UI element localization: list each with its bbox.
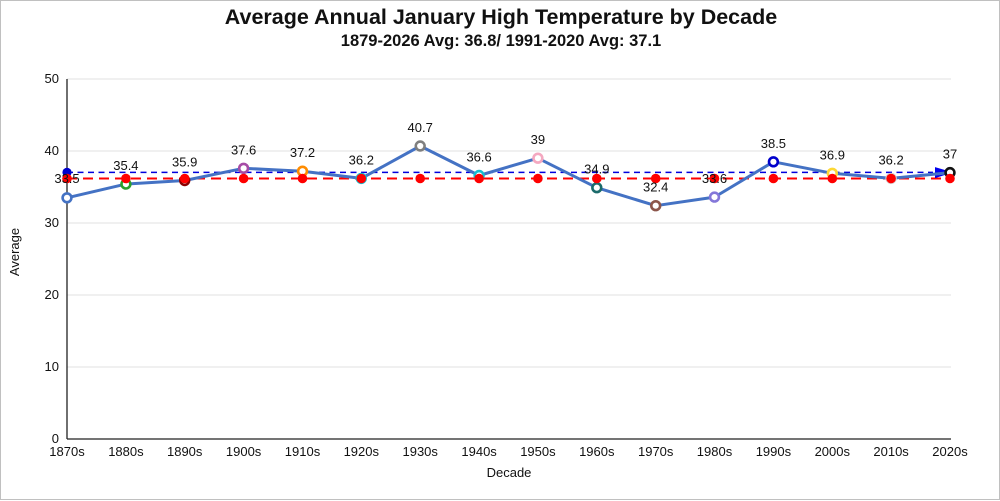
svg-text:1900s: 1900s xyxy=(226,444,262,459)
svg-text:1970s: 1970s xyxy=(638,444,674,459)
svg-text:1880s: 1880s xyxy=(108,444,144,459)
svg-text:1910s: 1910s xyxy=(285,444,321,459)
svg-text:1950s: 1950s xyxy=(520,444,556,459)
svg-text:2010s: 2010s xyxy=(873,444,909,459)
svg-text:10: 10 xyxy=(45,359,59,374)
svg-text:1890s: 1890s xyxy=(167,444,203,459)
svg-text:37.2: 37.2 xyxy=(290,145,315,160)
svg-text:1920s: 1920s xyxy=(344,444,380,459)
svg-text:40: 40 xyxy=(45,143,59,158)
svg-text:37.6: 37.6 xyxy=(231,142,256,157)
svg-text:37: 37 xyxy=(943,147,957,162)
svg-text:40.7: 40.7 xyxy=(408,120,433,135)
svg-text:1940s: 1940s xyxy=(461,444,497,459)
svg-text:34.9: 34.9 xyxy=(584,162,609,177)
svg-text:1960s: 1960s xyxy=(579,444,615,459)
svg-text:20: 20 xyxy=(45,287,59,302)
svg-text:32.4: 32.4 xyxy=(643,180,668,195)
svg-text:35.9: 35.9 xyxy=(172,155,197,170)
svg-text:50: 50 xyxy=(45,71,59,86)
svg-text:38.5: 38.5 xyxy=(761,136,786,151)
svg-text:1870s: 1870s xyxy=(49,444,85,459)
svg-text:35.4: 35.4 xyxy=(113,158,138,173)
svg-text:Decade: Decade xyxy=(487,465,532,480)
svg-text:Average: Average xyxy=(7,228,22,276)
svg-text:36.6: 36.6 xyxy=(466,150,491,165)
svg-text:Average Annual January High Te: Average Annual January High Temperature … xyxy=(225,5,777,29)
svg-text:2000s: 2000s xyxy=(815,444,851,459)
svg-text:36.2: 36.2 xyxy=(878,152,903,167)
svg-text:1879-2026 Avg: 36.8/ 1991-2020: 1879-2026 Avg: 36.8/ 1991-2020 Avg: 37.1 xyxy=(341,32,661,50)
svg-text:36.2: 36.2 xyxy=(349,152,374,167)
svg-text:33.5: 33.5 xyxy=(54,171,79,186)
svg-text:39: 39 xyxy=(531,132,545,147)
svg-text:36.9: 36.9 xyxy=(820,147,845,162)
svg-text:2020s: 2020s xyxy=(932,444,968,459)
svg-text:1990s: 1990s xyxy=(756,444,792,459)
svg-text:1980s: 1980s xyxy=(697,444,733,459)
svg-text:30: 30 xyxy=(45,215,59,230)
svg-text:33.6: 33.6 xyxy=(702,171,727,186)
svg-text:1930s: 1930s xyxy=(402,444,438,459)
